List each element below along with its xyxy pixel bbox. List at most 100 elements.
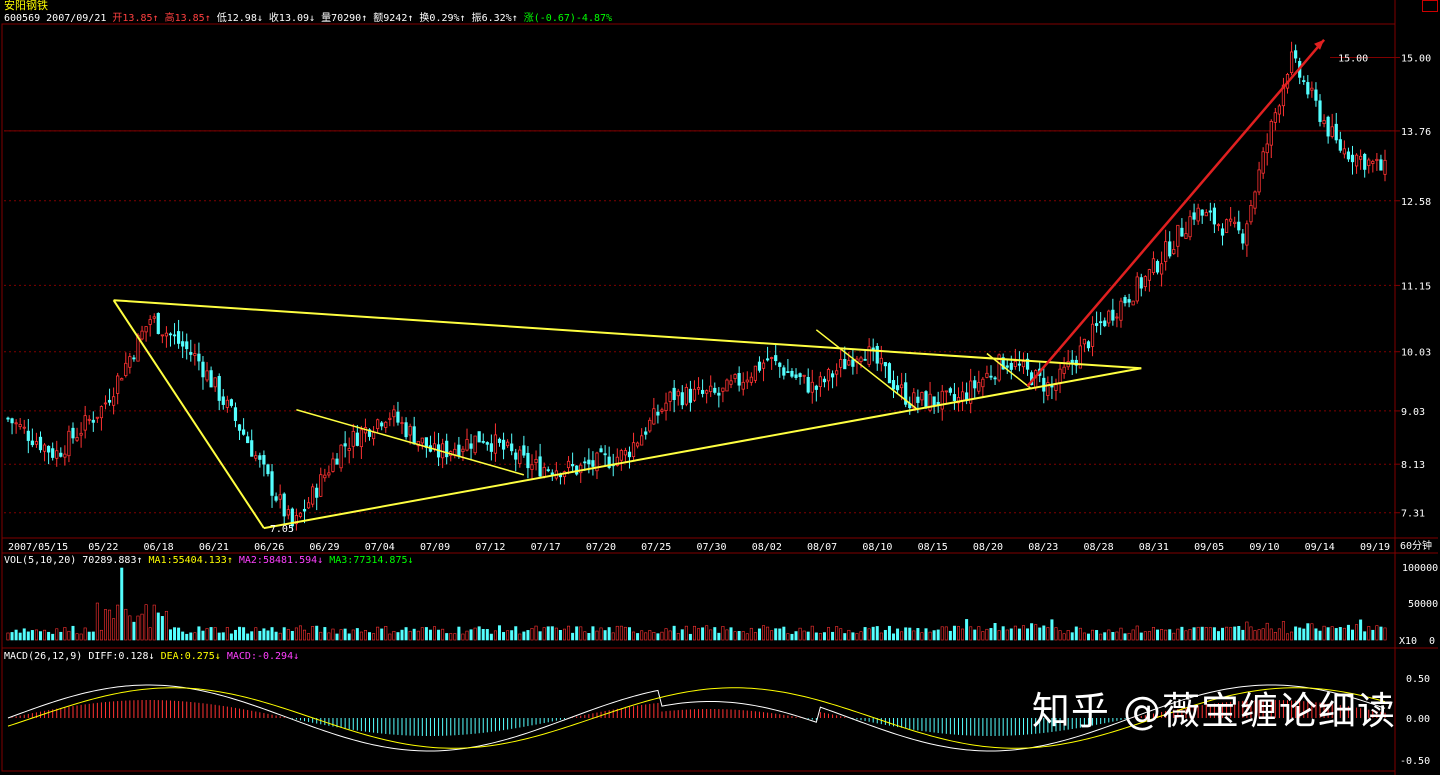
candle — [843, 346, 847, 370]
candle-body — [461, 448, 465, 453]
candle — [213, 377, 217, 392]
candle-body — [1359, 155, 1363, 160]
candle-body — [566, 460, 571, 469]
candle — [75, 427, 79, 442]
candle-body — [1074, 359, 1078, 366]
candle — [221, 389, 225, 410]
candle-body — [774, 355, 778, 362]
candle-body — [294, 515, 298, 525]
candle — [250, 429, 254, 457]
volume-bar — [1151, 626, 1155, 641]
candle — [1095, 311, 1099, 333]
volume-bar — [835, 626, 839, 641]
candle-body — [1302, 80, 1306, 82]
candle-body — [900, 384, 904, 389]
volume-bar — [493, 630, 497, 641]
candle — [859, 355, 863, 369]
candle-body — [1208, 210, 1212, 213]
candle-body — [1164, 241, 1168, 262]
volume-bar — [802, 630, 806, 641]
candle-body — [1119, 300, 1123, 321]
volume-bar — [591, 626, 595, 641]
price-tick-label: 9.03 — [1401, 407, 1425, 418]
up-arrow-icon: ↑ — [407, 13, 414, 24]
candle-body — [1310, 87, 1314, 91]
time-tick-label: 07/09 — [420, 542, 450, 553]
volume-bar — [63, 627, 67, 641]
candle-body — [306, 502, 311, 509]
candle — [120, 377, 124, 381]
volume-bar — [1164, 629, 1168, 641]
candle-body — [550, 472, 554, 476]
candle — [826, 367, 831, 391]
volume-bar — [1176, 628, 1180, 641]
candle — [160, 334, 164, 344]
candle — [1383, 149, 1387, 182]
candle — [875, 343, 879, 371]
candle — [1367, 157, 1371, 174]
volume-bar — [579, 626, 583, 641]
volume-bar — [1346, 624, 1350, 641]
candle — [282, 492, 286, 526]
candle-body — [895, 385, 900, 391]
candle-body — [1375, 158, 1379, 161]
candles — [6, 41, 1387, 531]
candle — [1005, 358, 1009, 374]
candle — [1131, 300, 1135, 306]
window-restore-icon[interactable] — [1422, 0, 1438, 12]
volume-bar — [43, 629, 47, 641]
candle — [1363, 152, 1367, 178]
time-tick-label: 09/19 — [1360, 542, 1390, 553]
candle — [306, 497, 311, 509]
candle — [270, 464, 274, 508]
down-arrow-icon: ↓ — [214, 651, 221, 662]
volume-bar — [282, 627, 286, 641]
candle — [34, 432, 39, 448]
candle — [1350, 145, 1355, 175]
candle — [1229, 207, 1233, 227]
candle-body — [465, 439, 469, 451]
candle-body — [1253, 191, 1257, 209]
candle-body — [619, 450, 623, 461]
candle-body — [38, 436, 43, 451]
ma2-label: MA2: — [238, 555, 263, 566]
candle — [95, 416, 99, 423]
candle-body — [1176, 224, 1180, 247]
candle-body — [952, 394, 957, 401]
time-tick-label: 2007/05/15 — [8, 542, 68, 553]
volume-bar — [1355, 624, 1359, 641]
dea-value: 0.275 — [184, 651, 215, 662]
candle — [652, 397, 656, 425]
volume-tick-50000: 50000 — [1408, 599, 1439, 610]
candle — [347, 437, 351, 464]
candle — [388, 412, 392, 427]
volume-bar — [774, 628, 778, 641]
volume-bar — [1123, 633, 1127, 641]
volume-bar — [607, 627, 611, 641]
candle — [392, 405, 396, 427]
volume-indicator-bar: VOL(5,10,20) 70289.883↑ MA1:55404.133↑ M… — [4, 555, 414, 567]
candle — [241, 418, 246, 436]
candle — [692, 380, 697, 403]
amount-label: 额 — [373, 13, 384, 24]
candle — [510, 433, 514, 456]
candle — [1107, 309, 1111, 327]
volume-bar — [627, 627, 631, 641]
candle — [233, 402, 238, 428]
candle-body — [1135, 276, 1139, 302]
candle — [485, 441, 489, 451]
volume-bar — [428, 629, 432, 641]
candle-body — [347, 448, 351, 451]
candle-body — [160, 334, 164, 337]
candle-body — [863, 358, 867, 361]
volume-bar — [1074, 626, 1078, 641]
candle-body — [1261, 151, 1265, 174]
volume-bar — [1221, 627, 1225, 641]
volume-bar — [1212, 627, 1216, 641]
volume-bar — [412, 628, 416, 641]
candle — [936, 391, 940, 413]
candle — [1346, 147, 1351, 162]
volume-bar — [205, 628, 209, 641]
volume-bar — [1204, 627, 1208, 641]
